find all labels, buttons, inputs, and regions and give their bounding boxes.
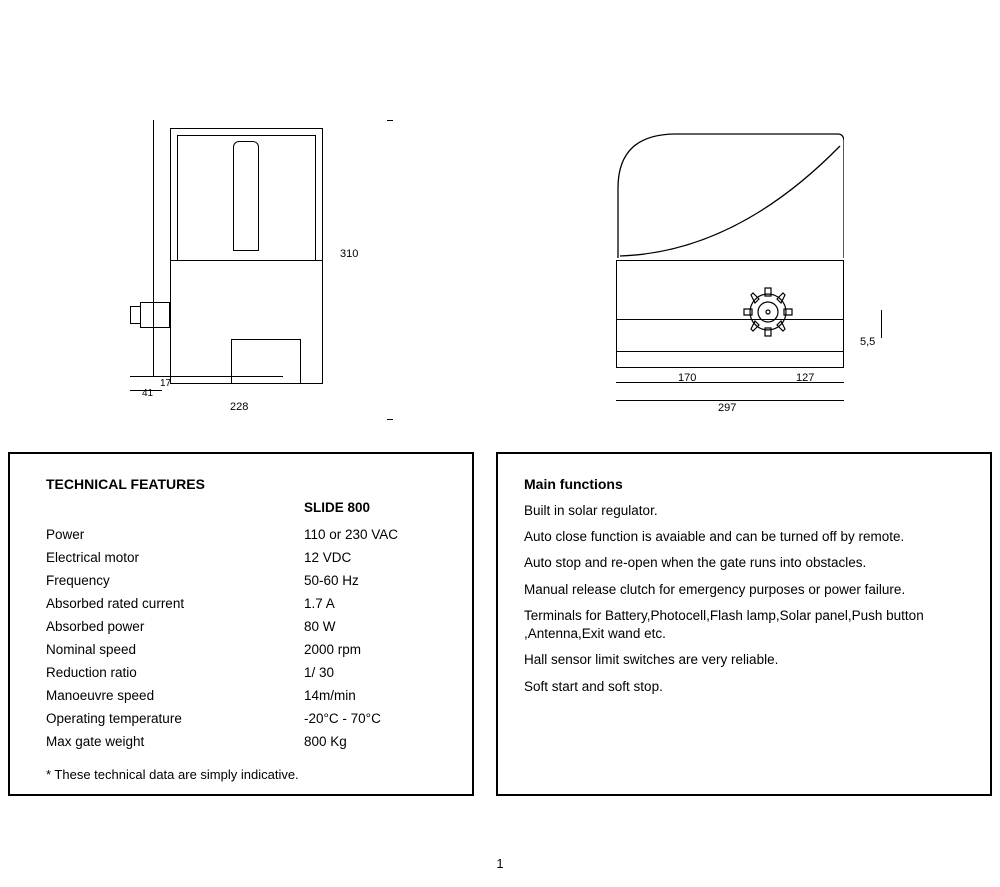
tech-row-key: Frequency — [46, 573, 304, 588]
tech-row-value: 80 W — [304, 619, 336, 634]
tech-row-value: 800 Kg — [304, 734, 347, 749]
tech-row-value: 12 VDC — [304, 550, 351, 565]
functions-list: Built in solar regulator. Auto close func… — [524, 502, 972, 696]
diagram-front-view: 310 228 41 17 — [130, 120, 390, 420]
upper-housing — [171, 129, 322, 261]
base-box — [231, 339, 301, 383]
tech-row-key: Nominal speed — [46, 642, 304, 657]
main-functions-box: Main functions Built in solar regulator.… — [496, 452, 992, 796]
tech-row: Electrical motor12 VDC — [46, 550, 446, 565]
function-line: Soft start and soft stop. — [524, 678, 972, 696]
tech-row: Frequency50-60 Hz — [46, 573, 446, 588]
dimension-127: 127 — [796, 372, 814, 384]
dimension-line-55 — [850, 310, 882, 338]
functions-title: Main functions — [524, 476, 972, 492]
release-handle — [233, 141, 259, 251]
tech-row-key: Electrical motor — [46, 550, 304, 565]
tech-row: Absorbed power80 W — [46, 619, 446, 634]
function-line: Auto close function is avaiable and can … — [524, 528, 972, 546]
dimension-55: 5,5 — [860, 336, 875, 348]
tech-row: Nominal speed2000 rpm — [46, 642, 446, 657]
tech-title: TECHNICAL FEATURES — [46, 476, 446, 492]
info-boxes: TECHNICAL FEATURES SLIDE 800 Power110 or… — [8, 452, 992, 796]
page-number: 1 — [0, 856, 1000, 871]
gear-icon — [736, 280, 800, 344]
tech-row-key: Absorbed power — [46, 619, 304, 634]
tech-row: Reduction ratio1/ 30 — [46, 665, 446, 680]
diagram-side-view: 170 127 297 5,5 — [560, 120, 900, 420]
tech-row-key: Reduction ratio — [46, 665, 304, 680]
tech-model: SLIDE 800 — [304, 500, 446, 515]
body-line-2 — [617, 351, 843, 352]
function-line: Terminals for Battery,Photocell,Flash la… — [524, 607, 972, 643]
tech-row-value: 110 or 230 VAC — [304, 527, 398, 542]
side-extension — [140, 302, 170, 328]
top-cover-svg — [616, 128, 844, 260]
top-cover — [616, 128, 844, 260]
tech-row-value: 1.7 A — [304, 596, 335, 611]
tech-row: Operating temperature-20°C - 70°C — [46, 711, 446, 726]
tech-row-key: Power — [46, 527, 304, 542]
function-line: Built in solar regulator. — [524, 502, 972, 520]
dimension-228: 228 — [230, 401, 248, 413]
function-line: Auto stop and re-open when the gate runs… — [524, 554, 972, 572]
body-line-1 — [617, 319, 843, 320]
tech-table: Power110 or 230 VACElectrical motor12 VD… — [46, 527, 446, 749]
dimension-170: 170 — [678, 372, 696, 384]
tech-row-key: Max gate weight — [46, 734, 304, 749]
page: 310 228 41 17 — [0, 0, 1000, 887]
tech-row-value: -20°C - 70°C — [304, 711, 381, 726]
technical-features-box: TECHNICAL FEATURES SLIDE 800 Power110 or… — [8, 452, 474, 796]
lower-body — [616, 260, 844, 368]
dimension-17: 17 — [160, 378, 171, 389]
tech-row: Max gate weight800 Kg — [46, 734, 446, 749]
tech-row-key: Operating temperature — [46, 711, 304, 726]
tech-row: Manoeuvre speed14m/min — [46, 688, 446, 703]
tech-row-value: 2000 rpm — [304, 642, 361, 657]
tech-row-value: 1/ 30 — [304, 665, 334, 680]
dimension-297: 297 — [718, 402, 736, 414]
body-outline — [170, 128, 323, 384]
function-line: Hall sensor limit switches are very reli… — [524, 651, 972, 669]
tech-row-value: 14m/min — [304, 688, 356, 703]
dimension-310: 310 — [340, 248, 358, 260]
dimension-line-vertical — [130, 120, 154, 376]
tech-row-key: Absorbed rated current — [46, 596, 304, 611]
function-line: Manual release clutch for emergency purp… — [524, 581, 972, 599]
dimension-41: 41 — [142, 388, 153, 399]
tech-row-key: Manoeuvre speed — [46, 688, 304, 703]
tech-row: Power110 or 230 VAC — [46, 527, 446, 542]
side-extension-cap — [130, 306, 140, 324]
tech-footnote: * These technical data are simply indica… — [46, 767, 446, 782]
diagrams-row: 310 228 41 17 — [0, 120, 1000, 430]
tech-row: Absorbed rated current1.7 A — [46, 596, 446, 611]
tech-row-value: 50-60 Hz — [304, 573, 359, 588]
